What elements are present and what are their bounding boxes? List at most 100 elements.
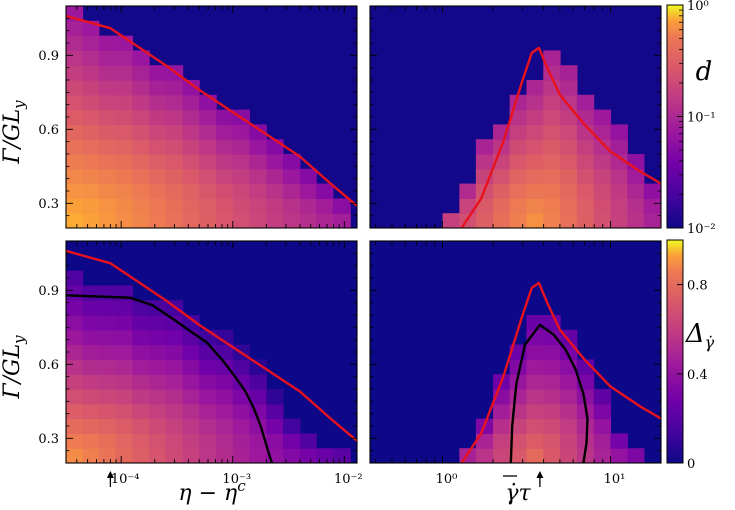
heatmap-cell [560, 65, 578, 81]
heatmap-cell [82, 109, 100, 125]
heatmap-cell [132, 389, 150, 405]
heatmap-cell [216, 433, 234, 449]
heatmap-cell [98, 433, 117, 449]
heatmap-cell [299, 448, 317, 463]
heatmap-cell [282, 183, 301, 199]
heatmap-cell [66, 344, 84, 360]
heatmap-cell [232, 448, 250, 463]
panel-top-right [369, 5, 662, 229]
heatmap-cell [66, 389, 84, 405]
heatmap-cell [165, 344, 184, 360]
heatmap-cell [576, 213, 595, 228]
heatmap-cell [282, 168, 301, 185]
heatmap-cell [132, 315, 150, 331]
heatmap-cell [66, 300, 84, 316]
heatmap-cell [182, 124, 200, 140]
heatmap-cell [66, 109, 84, 125]
heatmap-cell [543, 80, 561, 96]
heatmap-cell [165, 315, 184, 331]
heatmap-cell [543, 213, 561, 228]
heatmap-cell [299, 213, 317, 228]
heatmap-cell [199, 389, 217, 405]
heatmap-cell [132, 374, 150, 390]
arrow-marker-head [106, 471, 114, 478]
heatmap-cell [199, 374, 217, 390]
y-tick-label: 0.6 [38, 358, 59, 373]
heatmap-cell [543, 183, 561, 199]
heatmap-cell [98, 315, 117, 331]
heatmap-cell [610, 168, 628, 185]
heatmap-cell [82, 154, 100, 170]
heatmap-cell [526, 109, 544, 125]
heatmap-cell [526, 198, 544, 214]
heatmap-cell [82, 389, 100, 405]
heatmap-cell [132, 359, 150, 375]
heatmap-cell [66, 65, 84, 81]
heatmap-cell [560, 403, 578, 420]
heatmap-cell [216, 359, 234, 375]
heatmap-cell [199, 183, 217, 199]
heatmap-cell [66, 198, 84, 214]
heatmap-cells [66, 270, 351, 463]
heatmap-cell [509, 374, 528, 390]
heatmap-cell [509, 433, 528, 449]
y-tick-label: 0.9 [38, 49, 59, 64]
red-curve [460, 281, 661, 463]
y-tick-label: 0.3 [38, 197, 59, 212]
heatmap-cell [82, 285, 100, 301]
heatmap-cell [199, 359, 217, 375]
xlabel-left: η − ηc [178, 477, 246, 506]
colorbar-tick-label: 0.4 [687, 368, 708, 383]
heatmap-cell [199, 403, 217, 420]
heatmap-cell [82, 198, 100, 214]
heatmap-cell [199, 168, 217, 185]
heatmap-cell [199, 418, 217, 434]
heatmap-cell [576, 418, 595, 434]
heatmap-cell [149, 329, 167, 346]
heatmap-cell [115, 359, 133, 375]
heatmap-cell [526, 183, 544, 199]
heatmap-cell [115, 329, 133, 346]
heatmap-cell [475, 213, 494, 228]
heatmap-cell [282, 198, 301, 214]
heatmap-cell [98, 109, 117, 125]
heatmap-cell [232, 418, 250, 434]
heatmap-cell [475, 154, 494, 170]
heatmap-cell [149, 374, 167, 390]
heatmap-cell [610, 198, 628, 214]
heatmap-cell [543, 344, 561, 360]
heatmap-cell [475, 448, 494, 463]
heatmap-cell [115, 198, 133, 214]
heatmap-cell [266, 183, 284, 199]
heatmap-cell [132, 418, 150, 434]
heatmap-cell [493, 433, 511, 449]
heatmap-cell [132, 448, 150, 463]
heatmap-cell [182, 198, 200, 214]
heatmap-cell [526, 344, 544, 360]
heatmap-cell [165, 389, 184, 405]
ylabel-top: Γ/GLy [0, 100, 28, 165]
heatmap-cell [115, 154, 133, 170]
heatmap-cell [459, 183, 477, 199]
heatmap-cell [560, 154, 578, 170]
heatmap-cell [560, 80, 578, 96]
heatmap-cell [266, 139, 284, 155]
colorbar-bottom: Δγ̇ 0 0.4 0.8 [666, 239, 715, 472]
red-curve [66, 14, 357, 207]
heatmap-cell [282, 448, 301, 463]
heatmap-cell [249, 124, 267, 140]
heatmap-cell [182, 94, 200, 111]
heatmap-cell [493, 198, 511, 214]
heatmap-cell [509, 359, 528, 375]
colorbar-tick-label: 10⁻¹ [687, 111, 716, 126]
heatmap-cell [610, 183, 628, 199]
heatmap-cell [593, 389, 612, 405]
heatmap-cell [115, 124, 133, 140]
heatmap-cell [182, 183, 200, 199]
heatmap-cell [182, 374, 200, 390]
heatmap-cell [576, 124, 595, 140]
heatmap-cell [132, 154, 150, 170]
heatmap-cell [98, 418, 117, 434]
heatmap-cell [216, 168, 234, 185]
